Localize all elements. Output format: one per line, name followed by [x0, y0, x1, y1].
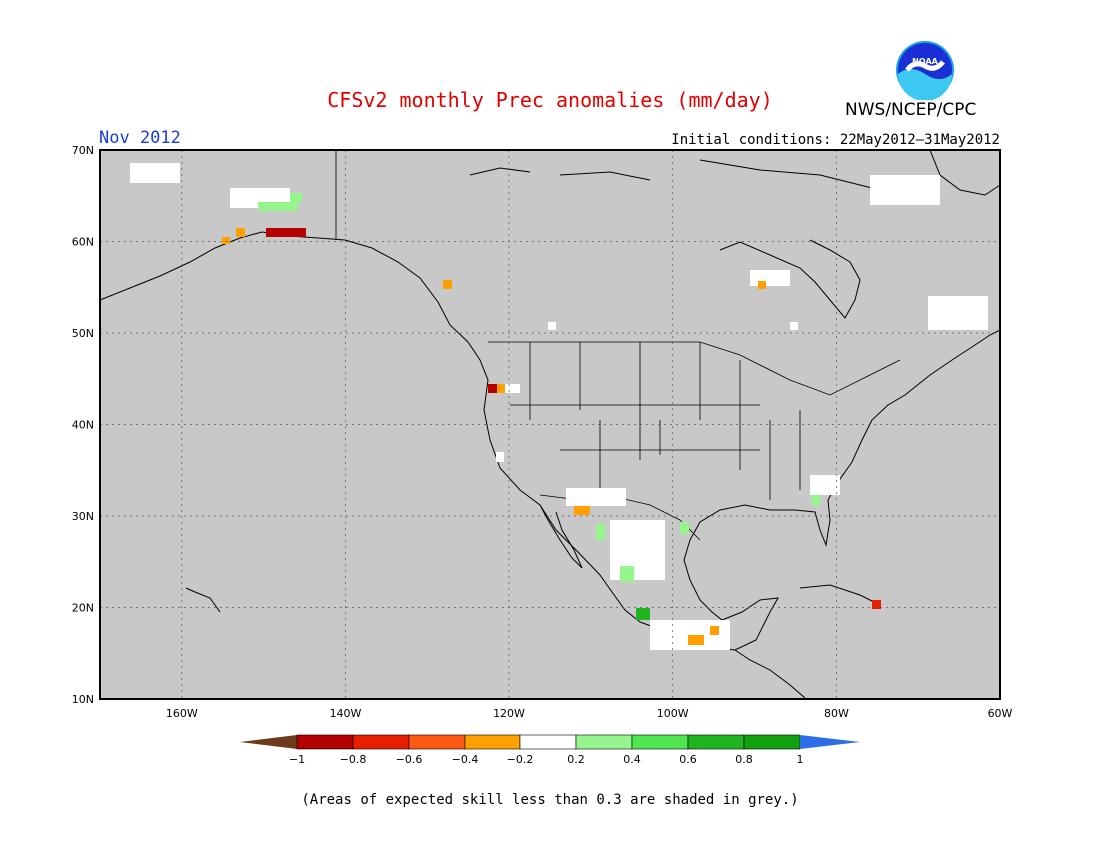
coastline-arctic: [469, 159, 881, 191]
lon-label: 80W: [824, 707, 849, 720]
legend-label: 0.8: [735, 753, 753, 766]
lat-label: 30N: [72, 510, 94, 523]
lon-label: 120W: [493, 707, 525, 720]
lon-label: 100W: [657, 707, 689, 720]
cell-orange: [758, 281, 766, 289]
cell-orange: [688, 635, 704, 645]
legend-label: −1: [289, 753, 305, 766]
cell-orange: [574, 506, 590, 515]
legend-arrow-right: [800, 735, 860, 749]
lat-label: 50N: [72, 327, 94, 340]
cell-white: [870, 175, 940, 205]
lon-label: 60W: [988, 707, 1013, 720]
anomaly-cells: [130, 163, 988, 650]
lat-label: 70N: [72, 144, 94, 157]
legend-swatch: [743, 734, 801, 750]
coastline-central-america: [734, 649, 806, 699]
coastline-cuba: [799, 584, 881, 606]
cell-white: [750, 270, 790, 286]
lat-label: 20N: [72, 602, 94, 615]
lon-labels: 160W 140W 120W 100W 80W 60W: [166, 707, 1013, 720]
cell-orange: [710, 626, 719, 635]
cell-white: [810, 475, 840, 495]
noaa-logo: NOAA: [895, 40, 955, 101]
footnote: (Areas of expected skill less than 0.3 a…: [301, 792, 799, 808]
cell-light-green: [596, 524, 605, 540]
cell-orange: [236, 228, 245, 237]
cell-white: [496, 452, 504, 462]
coastline-greenland: [929, 149, 1001, 196]
lon-label: 140W: [330, 707, 362, 720]
legend-label: −0.6: [396, 753, 423, 766]
us-canada-border: [488, 341, 901, 396]
legend-label: 0.2: [567, 753, 585, 766]
lon-label: 160W: [166, 707, 198, 720]
cell-white: [548, 322, 556, 330]
cell-white: [610, 520, 665, 580]
legend-swatch: [352, 734, 410, 750]
lat-labels: 70N 60N 50N 40N 30N 20N 10N: [72, 144, 94, 706]
lat-label: 60N: [72, 236, 94, 249]
cell-white: [505, 384, 520, 393]
cell-orange: [497, 384, 505, 393]
cell-white: [566, 488, 626, 506]
lat-label: 10N: [72, 693, 94, 706]
legend-label: −0.8: [340, 753, 367, 766]
legend-swatch: [464, 734, 521, 750]
logo-text: NOAA: [912, 57, 938, 66]
cell-orange: [222, 237, 230, 244]
legend-label: 0.4: [623, 753, 641, 766]
coastline-hawaii: [185, 587, 221, 613]
cell-light-green: [620, 566, 634, 582]
cell-dark-red: [488, 384, 497, 393]
chart-title: CFSv2 monthly Prec anomalies (mm/day): [327, 88, 773, 112]
legend-swatch: [408, 734, 466, 750]
legend-swatch: [575, 734, 633, 750]
legend-label: −0.4: [452, 753, 479, 766]
legend-arrow-left: [240, 735, 297, 749]
cell-red: [872, 600, 881, 609]
state-lines: [510, 342, 801, 500]
legend-label: −0.2: [507, 753, 534, 766]
cell-light-green: [812, 494, 820, 506]
forecast-month: Nov 2012: [99, 128, 181, 148]
grid-lines: [100, 150, 1000, 699]
cell-orange: [443, 280, 452, 289]
map-frame: [99, 149, 1001, 700]
cell-white: [130, 163, 180, 183]
coastline-west: [99, 231, 736, 651]
cell-dark-red: [266, 228, 306, 237]
initial-conditions: Initial conditions: 22May2012–31May2012: [671, 132, 1000, 148]
cell-dark-green: [636, 608, 650, 620]
agency-label: NWS/NCEP/CPC: [845, 100, 977, 120]
legend-swatch: [296, 734, 354, 750]
coastline-gulf: [683, 329, 1001, 651]
cell-white: [790, 322, 798, 330]
legend-label: 0.6: [679, 753, 697, 766]
cell-light-green: [258, 202, 298, 211]
cell-white: [928, 296, 988, 330]
legend-swatch: [687, 734, 745, 750]
color-legend: −1 −0.8 −0.6 −0.4 −0.2 0.2 0.4 0.6 0.8 1: [240, 734, 860, 766]
coastline-baja: [539, 504, 583, 569]
land-outlines: [99, 149, 1001, 699]
cell-light-green: [680, 522, 689, 534]
lat-label: 40N: [72, 419, 94, 432]
cell-light-green: [290, 193, 302, 202]
legend-label: 1: [797, 753, 804, 766]
map-panel: [99, 149, 1001, 700]
coastline-hudson: [719, 239, 861, 319]
legend-swatch: [631, 734, 689, 750]
legend-swatch: [519, 734, 577, 750]
